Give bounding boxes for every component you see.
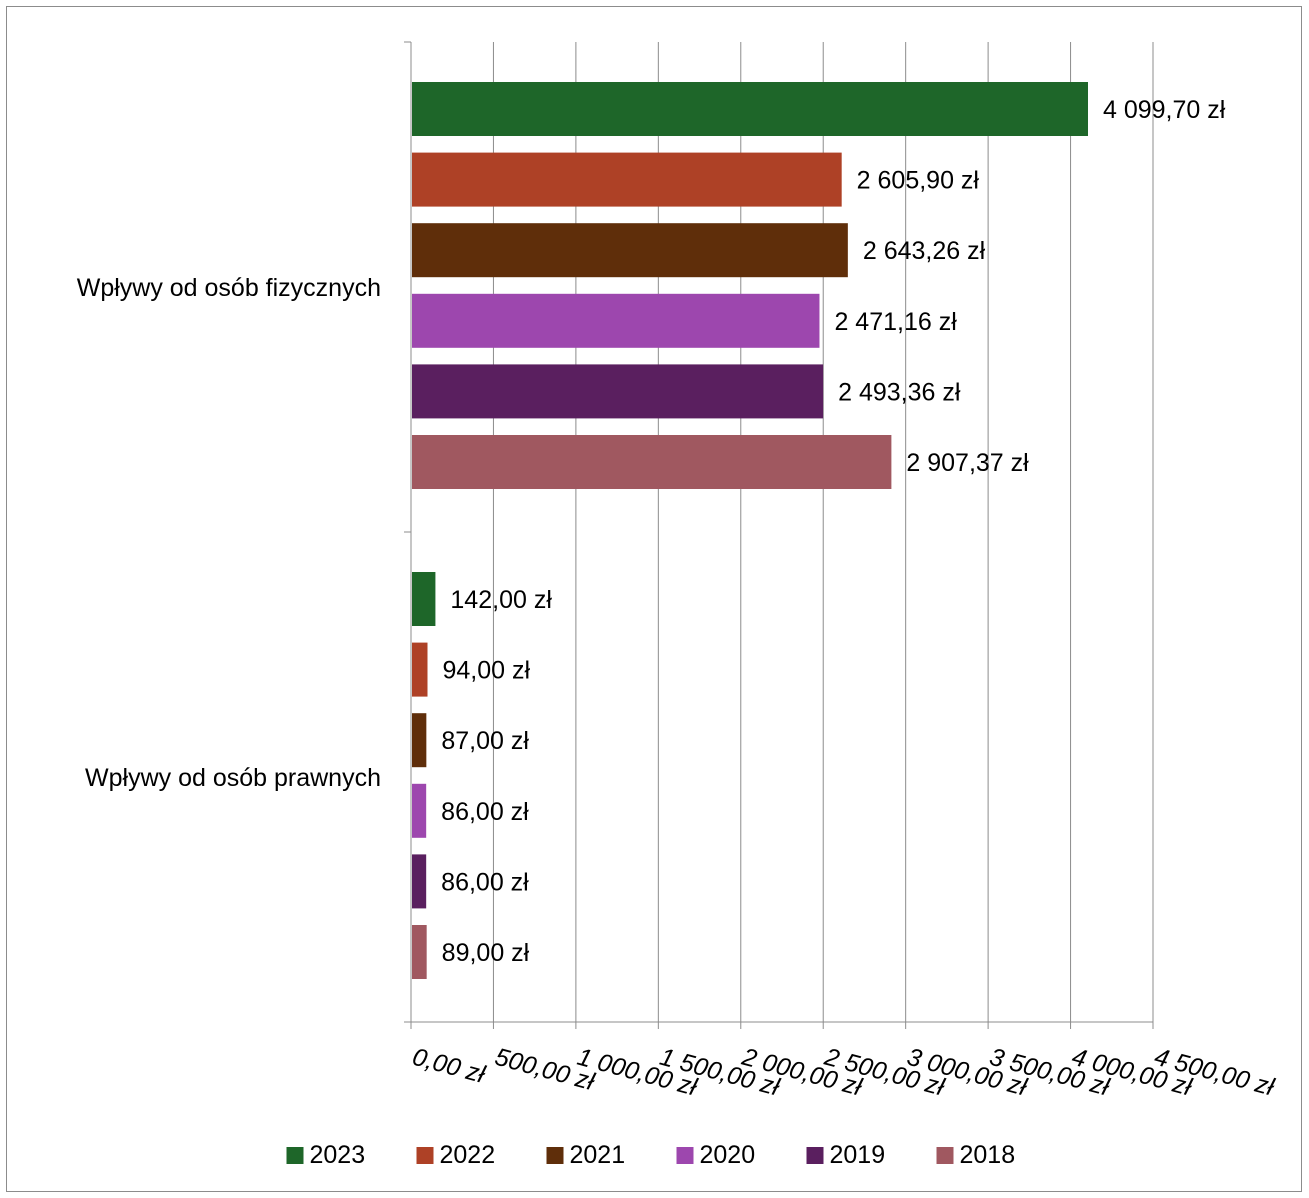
- data-labels: 142,00 zł 94,00 zł 87,00 zł 86,00 zł 86,00 z…: [441, 96, 1226, 967]
- legend: 2023 2022 2021 2020 2019 2018: [286, 1141, 1016, 1169]
- legend-label: 2021: [570, 1141, 626, 1169]
- data-label: 2 493,36 zł: [838, 378, 961, 406]
- axes: [404, 41, 1154, 1029]
- legend-swatch: [546, 1147, 564, 1164]
- bar: [412, 293, 820, 348]
- legend-label: 2019: [830, 1141, 886, 1169]
- category-label: Wpływy od osób fizycznych: [77, 274, 381, 302]
- data-label: 89,00 zł: [442, 939, 530, 967]
- bars: [412, 82, 1088, 979]
- data-label: 2 471,16 zł: [834, 308, 957, 336]
- data-label: 86,00 zł: [441, 868, 529, 896]
- bar: [412, 572, 436, 626]
- bar: [412, 223, 848, 278]
- data-label: 86,00 zł: [441, 798, 529, 826]
- legend-swatch: [806, 1147, 824, 1164]
- legend-swatch: [286, 1147, 304, 1164]
- bar: [412, 925, 427, 979]
- bar: [412, 642, 428, 697]
- legend-label: 2018: [960, 1141, 1016, 1169]
- bar: [412, 435, 892, 489]
- data-label: 87,00 zł: [441, 727, 529, 755]
- data-label: 94,00 zł: [442, 657, 530, 685]
- data-label: 142,00 zł: [450, 586, 552, 614]
- data-label: 2 605,90 zł: [857, 167, 980, 195]
- category-label: Wpływy od osób prawnych: [85, 764, 381, 792]
- bar: [412, 713, 427, 768]
- bar: [412, 82, 1088, 136]
- legend-label: 2022: [440, 1141, 496, 1169]
- data-label: 4 099,70 zł: [1103, 96, 1226, 124]
- bar: [412, 364, 824, 419]
- category-labels: Wpływy od osób prawnych Wpływy od osób fi…: [77, 274, 381, 792]
- chart-frame: [6, 6, 1302, 1192]
- data-label: 2 643,26 zł: [863, 237, 986, 265]
- legend-swatch: [676, 1147, 694, 1164]
- legend-label: 2023: [310, 1141, 366, 1169]
- bar: [412, 783, 427, 838]
- legend-swatch: [416, 1147, 434, 1164]
- x-tick-label: 0,00 zł: [409, 1043, 489, 1089]
- data-label: 2 907,37 zł: [906, 449, 1029, 477]
- x-tick-labels: 0,00 zł 500,00 zł1 000,00 zł1 500,00 zł2 …: [409, 1042, 1278, 1101]
- legend-swatch: [936, 1147, 954, 1164]
- legend-label: 2020: [700, 1141, 756, 1169]
- bar: [412, 854, 427, 909]
- bar: [412, 152, 842, 207]
